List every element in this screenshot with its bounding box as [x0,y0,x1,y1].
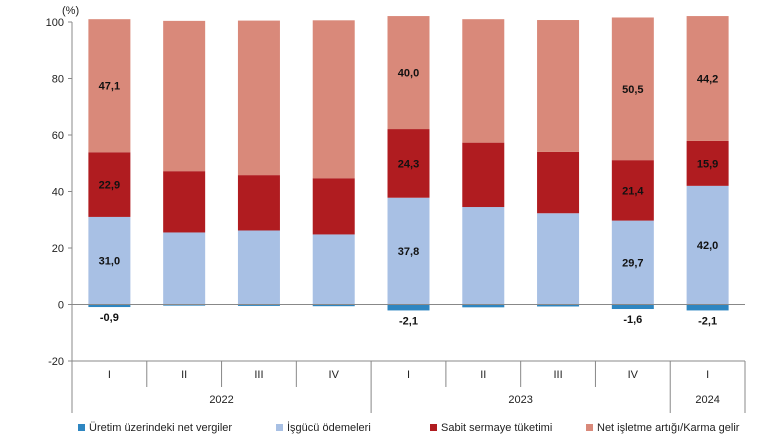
data-label: 22,9 [99,180,120,192]
bar-segment-net-taxes [237,304,280,306]
y-tick-label: 60 [52,130,64,142]
bar-segment-net-operating [686,16,729,141]
bar-segment-labour [387,197,430,305]
x-tick-label: I [108,369,111,381]
bar-segment-net-taxes [537,304,580,307]
legend-swatch [586,424,593,431]
y-axis-unit-label: (%) [62,5,79,17]
bar-segment-net-operating [462,19,505,143]
year-label: 2023 [508,394,532,406]
bar-segment-fixed-capital [537,151,580,214]
data-label: 50,5 [622,84,643,96]
y-axis: -20 0 20 40 60 80 100 [46,17,73,368]
year-label: 2022 [209,394,233,406]
legend-swatch [276,424,283,431]
bar-segment-net-operating [611,17,654,161]
legend-label: Sabit sermaye tüketimi [441,422,552,434]
data-labels: -0,9 31,0 22,9 47,1 -2,1 37,8 24,3 40,0 -1,6 29,7… [99,68,719,328]
y-tick-label: -20 [48,356,64,368]
bar-segment-fixed-capital [462,142,505,208]
data-label: 15,9 [697,158,718,170]
y-tick-label: 20 [52,243,64,255]
data-label: -2,1 [399,315,418,327]
x-tick-label: I [407,369,410,381]
bar-segment-net-taxes [163,304,206,306]
bar-segment-net-operating [537,20,580,152]
x-tick-label: I [706,369,709,381]
bar-segment-net-taxes [686,304,729,311]
legend-item: Üretim üzerindeki net vergiler [78,422,232,434]
y-tick-label: 100 [46,17,64,29]
legend-label: Üretim üzerindeki net vergiler [89,422,232,434]
x-tick-label: II [181,369,187,381]
legend: Üretim üzerindeki net vergiler İşgücü öde… [78,421,740,434]
data-label: 31,0 [99,256,120,268]
data-label: 24,3 [398,158,419,170]
legend-label: İşgücü ödemeleri [287,421,371,434]
bar-segment-net-taxes [88,304,131,308]
bar-segment-fixed-capital [312,178,355,235]
bar-segment-labour [163,232,206,305]
bar-segment-net-taxes [312,304,355,307]
bar-segment-fixed-capital [387,129,430,198]
bar-segment-fixed-capital [163,171,206,233]
year-label: 2024 [695,394,719,406]
y-tick-label: 0 [58,300,64,312]
legend-item: Net işletme artığı/Karma gelir [586,422,740,434]
bar-segment-labour [537,213,580,305]
x-tick-label: IV [329,369,340,381]
bar-segment-net-taxes [611,304,654,310]
legend-label: Net işletme artığı/Karma gelir [597,422,740,434]
bar-segment-fixed-capital [237,175,280,231]
y-tick-label: 80 [52,74,64,86]
bar-segment-labour [611,220,654,305]
bar-segment-net-taxes [462,304,505,308]
bar-segment-fixed-capital [686,140,729,186]
legend-item: Sabit sermaye tüketimi [430,422,552,434]
bar-segment-net-operating [312,20,355,179]
bar-segment-net-operating [387,16,430,130]
bar-segment-labour [312,234,355,305]
bar-segment-net-operating [163,20,206,172]
bar-segment-net-operating [88,19,131,153]
bar-segment-labour [88,216,131,305]
data-label: -1,6 [623,314,642,326]
x-tick-label: III [553,369,562,381]
y-tick-label: 40 [52,187,64,199]
bars [72,16,745,311]
bar-segment-net-taxes [387,304,430,311]
data-label: 37,8 [398,246,419,258]
bar-segment-fixed-capital [611,160,654,221]
x-tick-label: III [254,369,263,381]
data-label: 47,1 [99,81,120,93]
data-label: 42,0 [697,240,718,252]
data-label: 44,2 [697,74,718,86]
bar-segment-labour [237,230,280,305]
legend-swatch [430,424,437,431]
data-label: -0,9 [100,312,119,324]
bar-segment-net-operating [237,20,280,176]
x-tick-label: IV [628,369,639,381]
data-label: 21,4 [622,185,644,197]
legend-item: İşgücü ödemeleri [276,421,371,434]
x-tick-label: II [480,369,486,381]
legend-swatch [78,424,85,431]
bar-segment-labour [462,207,505,305]
data-label: 40,0 [398,68,419,80]
bar-segment-fixed-capital [88,152,131,217]
bar-segment-labour [686,185,729,305]
data-label: 29,7 [622,258,643,270]
data-label: -2,1 [698,315,717,327]
